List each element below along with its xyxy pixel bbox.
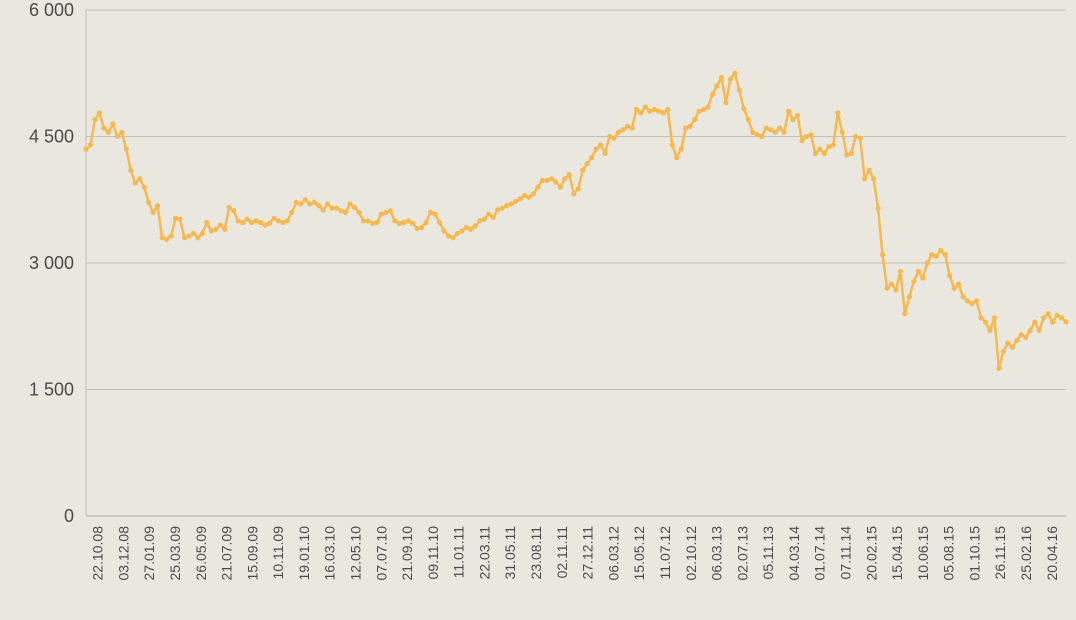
x-tick-label: 06.03.12: [605, 526, 621, 581]
x-tick-label: 25.03.09: [167, 526, 183, 581]
x-tick-label: 01.10.15: [966, 526, 982, 581]
x-tick-label: 20.04.16: [1044, 526, 1060, 581]
y-tick-label: 4 500: [29, 127, 74, 147]
x-tick-label: 23.08.11: [528, 526, 544, 580]
x-tick-label: 20.02.15: [863, 526, 879, 581]
x-tick-label: 07.11.14: [837, 526, 853, 580]
x-tick-label: 22.03.11: [476, 526, 492, 580]
x-tick-label: 26.05.09: [193, 526, 209, 581]
x-tick-label: 09.11.10: [425, 526, 441, 580]
x-tick-label: 31.05.11: [502, 526, 518, 580]
x-tick-label: 21.07.09: [219, 526, 235, 581]
y-tick-label: 6 000: [29, 0, 74, 20]
x-tick-label: 19.01.10: [296, 526, 312, 581]
x-tick-label: 15.09.09: [244, 526, 260, 581]
x-tick-label: 15.05.12: [631, 526, 647, 581]
x-tick-label: 16.03.10: [322, 526, 338, 581]
x-tick-label: 15.04.15: [889, 526, 905, 581]
x-tick-label: 26.11.15: [992, 526, 1008, 580]
y-tick-label: 3 000: [29, 253, 74, 273]
x-tick-label: 27.12.11: [580, 526, 596, 580]
x-tick-label: 01.07.14: [812, 526, 828, 581]
x-tick-label: 10.06.15: [915, 526, 931, 581]
x-tick-label: 11.07.12: [657, 526, 673, 580]
x-tick-label: 02.10.12: [683, 526, 699, 581]
y-tick-label: 1 500: [29, 380, 74, 400]
x-tick-label: 06.03.13: [709, 526, 725, 581]
x-tick-label: 21.09.10: [399, 526, 415, 581]
x-tick-label: 27.01.09: [141, 526, 157, 581]
x-tick-label: 02.07.13: [734, 526, 750, 581]
x-tick-label: 11.01.11: [451, 526, 467, 579]
x-tick-label: 03.12.08: [115, 526, 131, 581]
x-tick-label: 04.03.14: [786, 526, 802, 581]
y-tick-label: 0: [64, 506, 74, 526]
x-tick-label: 10.11.09: [270, 526, 286, 580]
x-tick-label: 12.05.10: [347, 526, 363, 581]
chart-container: 0 1 500 3 000 4 500 6 000 22.10.08 03.12.08 27.…: [0, 0, 1076, 620]
x-tick-label: 05.08.15: [941, 526, 957, 581]
x-tick-label: 07.07.10: [373, 526, 389, 581]
x-tick-label: 02.11.11: [554, 526, 570, 579]
x-tick-label: 05.11.13: [760, 526, 776, 580]
x-tick-label: 22.10.08: [90, 526, 106, 581]
x-tick-label: 25.02.16: [1018, 526, 1034, 581]
